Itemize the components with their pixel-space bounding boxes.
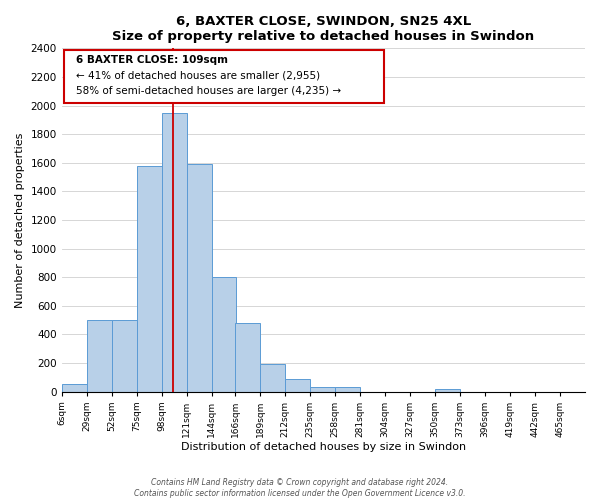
Bar <box>62 384 86 392</box>
Bar <box>235 323 260 392</box>
Text: Contains HM Land Registry data © Crown copyright and database right 2024.
Contai: Contains HM Land Registry data © Crown c… <box>134 478 466 498</box>
FancyBboxPatch shape <box>64 50 383 103</box>
Bar <box>86 320 112 392</box>
Text: 6 BAXTER CLOSE: 109sqm: 6 BAXTER CLOSE: 109sqm <box>76 55 229 65</box>
Bar <box>161 112 187 392</box>
Y-axis label: Number of detached properties: Number of detached properties <box>15 132 25 308</box>
Bar <box>212 277 236 392</box>
Bar <box>310 388 335 392</box>
Text: 58% of semi-detached houses are larger (4,235) →: 58% of semi-detached houses are larger (… <box>76 86 341 96</box>
Bar <box>286 378 310 392</box>
Text: ← 41% of detached houses are smaller (2,955): ← 41% of detached houses are smaller (2,… <box>76 70 320 81</box>
X-axis label: Distribution of detached houses by size in Swindon: Distribution of detached houses by size … <box>181 442 466 452</box>
Bar <box>137 166 161 392</box>
Bar <box>260 364 286 392</box>
Bar <box>335 388 360 392</box>
Title: 6, BAXTER CLOSE, SWINDON, SN25 4XL
Size of property relative to detached houses : 6, BAXTER CLOSE, SWINDON, SN25 4XL Size … <box>112 15 535 43</box>
Bar <box>187 164 212 392</box>
Bar <box>435 388 460 392</box>
Bar <box>112 320 137 392</box>
